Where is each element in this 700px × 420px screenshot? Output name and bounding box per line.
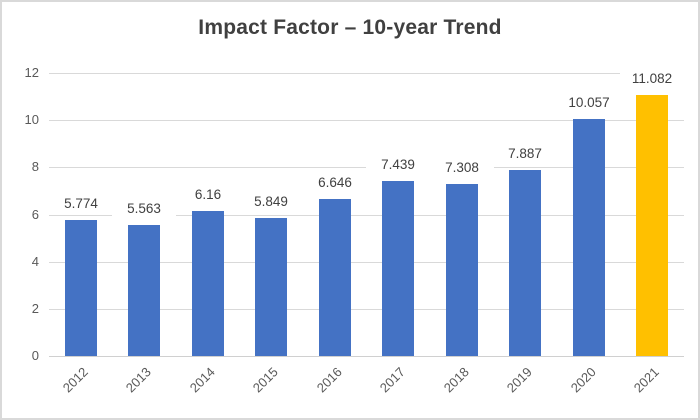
bar-value-label-2021: 11.082 xyxy=(620,71,684,87)
x-tick-label-2017: 2017 xyxy=(376,364,408,396)
bar-2016 xyxy=(319,199,351,356)
x-tick-label-2016: 2016 xyxy=(313,364,345,396)
bar-2021 xyxy=(636,95,668,356)
x-tick-label-2021: 2021 xyxy=(630,364,662,396)
bar-2014 xyxy=(192,211,224,356)
bar-2013 xyxy=(128,225,160,356)
bar-2018 xyxy=(446,184,478,356)
bar-value-label-2013: 5.563 xyxy=(112,201,176,217)
bar-value-label-2015: 5.849 xyxy=(239,194,303,210)
bar-value-label-2014: 6.16 xyxy=(176,187,240,203)
x-tick-label-2014: 2014 xyxy=(186,364,218,396)
x-tick-label-2018: 2018 xyxy=(440,364,472,396)
x-tick-label-2015: 2015 xyxy=(249,364,281,396)
bar-value-label-2017: 7.439 xyxy=(366,157,430,173)
bar-2012 xyxy=(65,220,97,356)
x-tick-label-2012: 2012 xyxy=(59,364,91,396)
y-tick-label-0: 0 xyxy=(31,348,39,363)
y-tick-label-8: 8 xyxy=(31,159,39,174)
chart-title: Impact Factor – 10-year Trend xyxy=(198,16,502,39)
gridline-y12 xyxy=(49,73,684,74)
gridline-y2 xyxy=(49,309,684,310)
bar-value-label-2018: 7.308 xyxy=(430,160,494,176)
y-tick-label-2: 2 xyxy=(31,301,39,316)
bar-value-label-2019: 7.887 xyxy=(493,146,557,162)
bar-2019 xyxy=(509,170,541,356)
gridline-y6 xyxy=(49,215,684,216)
x-tick-label-2020: 2020 xyxy=(567,364,599,396)
y-tick-label-6: 6 xyxy=(31,207,39,222)
bar-2017 xyxy=(382,181,414,356)
x-axis-line xyxy=(49,356,684,357)
bar-value-label-2012: 5.774 xyxy=(49,196,113,212)
gridline-y10 xyxy=(49,120,684,121)
bar-2020 xyxy=(573,119,605,356)
x-tick-label-2019: 2019 xyxy=(503,364,535,396)
x-tick-label-2013: 2013 xyxy=(122,364,154,396)
y-tick-label-4: 4 xyxy=(31,254,39,269)
y-tick-label-12: 12 xyxy=(24,65,39,80)
gridline-y4 xyxy=(49,262,684,263)
y-tick-label-10: 10 xyxy=(24,112,39,127)
bar-value-label-2020: 10.057 xyxy=(557,95,621,111)
bar-2015 xyxy=(255,218,287,356)
bar-value-label-2016: 6.646 xyxy=(303,175,367,191)
